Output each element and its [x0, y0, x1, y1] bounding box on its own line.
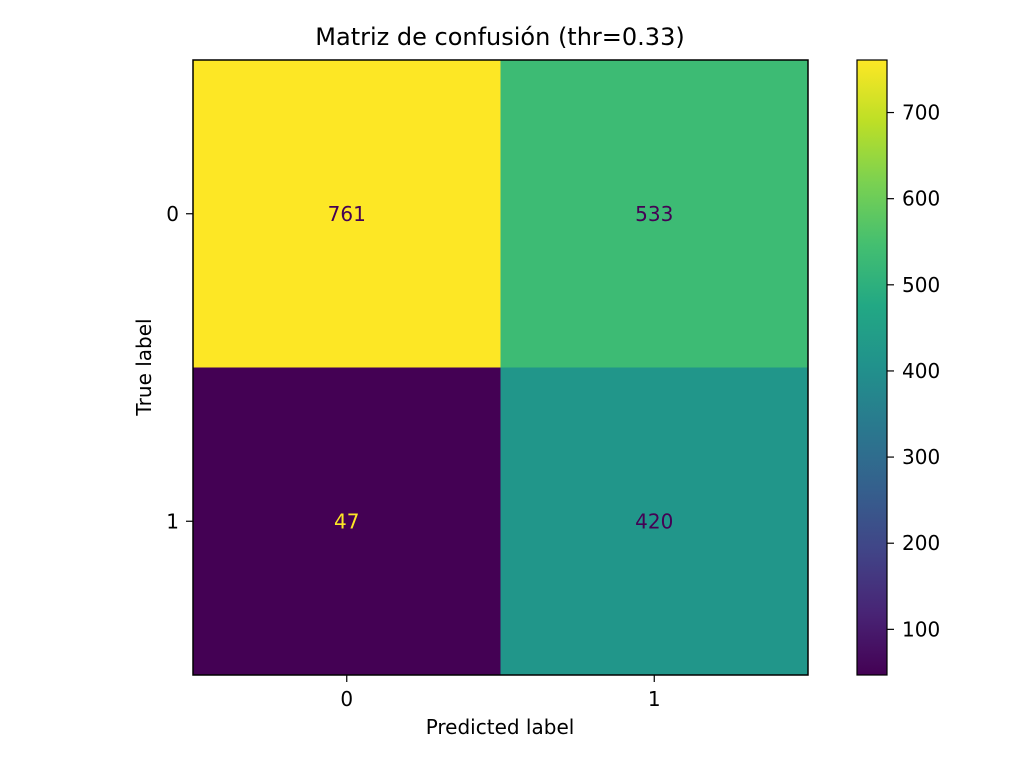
colorbar-tick-label: 200 — [902, 531, 940, 555]
colorbar-tick-label: 300 — [902, 445, 940, 469]
heatmap-cell-1-1 — [500, 367, 809, 676]
chart-title: Matriz de confusión (thr=0.33) — [315, 23, 684, 51]
heatmap-cell-0-1 — [500, 60, 809, 368]
y-axis-label: True label — [132, 318, 156, 416]
colorbar-tick-label: 500 — [902, 273, 940, 297]
heatmap-cell-1-0 — [193, 367, 501, 676]
x-tick-label: 0 — [340, 687, 353, 711]
colorbar-tick-label: 100 — [902, 617, 940, 641]
heatmap-cells: 761 533 47 420 — [193, 60, 809, 676]
x-axis-label: Predicted label — [426, 715, 575, 739]
cell-value-label: 420 — [635, 509, 673, 533]
y-axis-ticks: 01 — [166, 202, 193, 533]
plot-frame — [192, 59, 809, 676]
colorbar-tick-label: 600 — [902, 187, 940, 211]
cell-value-label: 47 — [334, 509, 359, 533]
y-tick-label: 1 — [166, 509, 179, 533]
cell-value-label: 533 — [635, 202, 673, 226]
x-tick-label: 1 — [648, 687, 661, 711]
colorbar — [856, 59, 888, 676]
heatmap-cell-0-0 — [193, 60, 501, 368]
colorbar-ticks: 100 200 300 400 500 600 700 — [887, 101, 940, 641]
cell-value-label: 761 — [328, 202, 366, 226]
y-tick-label: 0 — [166, 202, 179, 226]
colorbar-tick-label: 700 — [902, 101, 940, 125]
colorbar-tick-label: 400 — [902, 359, 940, 383]
